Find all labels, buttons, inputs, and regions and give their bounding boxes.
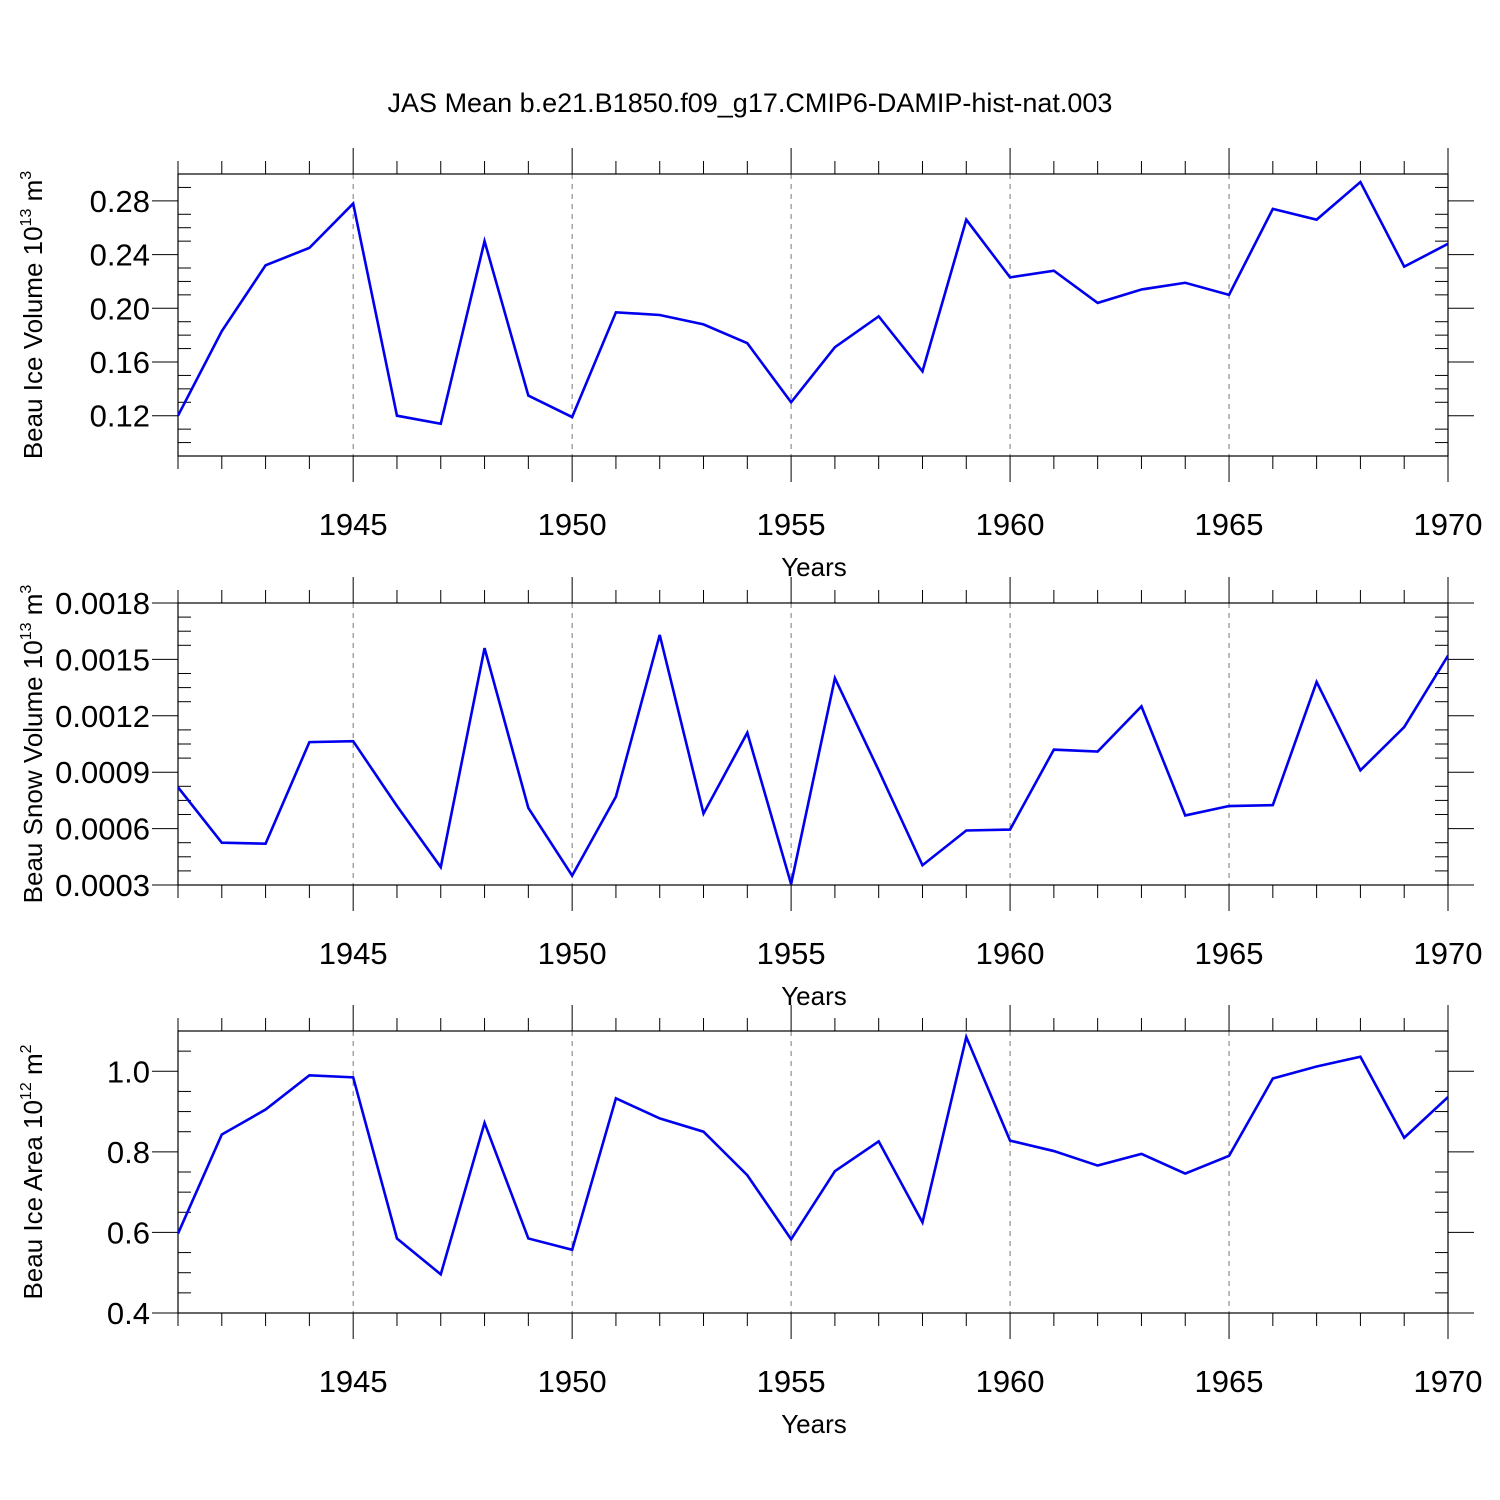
- x-tick-label: 1955: [757, 507, 826, 542]
- chart-ice-volume: 0.12 0.16 0.20 0.24 0.28 1945 1950 1955 1960 1965…: [18, 148, 1482, 582]
- series-line: [178, 1032, 1448, 1277]
- y-tick-label: 0.0003: [55, 868, 150, 903]
- y-tick-label: 0.20: [90, 291, 150, 326]
- x-tick-label: 1965: [1195, 507, 1264, 542]
- x-tick-label: 1955: [757, 936, 826, 971]
- x-tick-label: 1950: [538, 936, 607, 971]
- y-axis-label: Beau Ice Volume 1013 m3: [18, 171, 48, 459]
- y-tick-label: 0.16: [90, 345, 150, 380]
- chart-snow-volume: 0.0003 0.0006 0.0009 0.0012 0.0015 0.0018 1945…: [18, 577, 1482, 1011]
- x-axis-label: Years: [781, 1409, 847, 1439]
- panels: 0.12 0.16 0.20 0.24 0.28 1945 1950 1955 1960 1965…: [18, 148, 1482, 1439]
- y-tick-label: 0.8: [107, 1135, 150, 1170]
- y-tick-label: 1.0: [107, 1054, 150, 1089]
- x-tick-label: 1970: [1414, 507, 1483, 542]
- x-tick-label: 1945: [319, 507, 388, 542]
- x-axis-label: Years: [781, 552, 847, 582]
- x-tick-label: 1950: [538, 1364, 607, 1399]
- x-tick-label: 1965: [1195, 936, 1264, 971]
- y-tick-label: 0.0018: [55, 586, 150, 621]
- x-tick-label: 1970: [1414, 936, 1483, 971]
- plot-frame: [177, 173, 1449, 457]
- x-tick-label: 1960: [976, 936, 1045, 971]
- x-tick-label: 1960: [976, 1364, 1045, 1399]
- x-tick-label: 1960: [976, 507, 1045, 542]
- y-tick-label: 0.0006: [55, 812, 150, 847]
- y-tick-label: 0.0015: [55, 642, 150, 677]
- chart-ice-area: 0.4 0.6 0.8 1.0 1945 1950 1955 1960 1965 1970 Year…: [18, 1005, 1482, 1439]
- x-tick-label: 1945: [319, 1364, 388, 1399]
- x-axis-label: Years: [781, 981, 847, 1011]
- plot-frame: [177, 602, 1449, 886]
- y-tick-label: 0.24: [90, 238, 150, 273]
- y-tick-label: 0.12: [90, 399, 150, 434]
- y-axis-label: Beau Ice Area 1012 m2: [18, 1044, 48, 1299]
- y-tick-label: 0.28: [90, 184, 150, 219]
- y-tick-label: 0.0012: [55, 699, 150, 734]
- series-line: [178, 180, 1448, 426]
- x-tick-label: 1970: [1414, 1364, 1483, 1399]
- x-tick-label: 1945: [319, 936, 388, 971]
- x-tick-label: 1965: [1195, 1364, 1264, 1399]
- series-line: [178, 634, 1448, 885]
- y-axis-label: Beau Snow Volume 1013 m3: [18, 585, 48, 904]
- x-tick-label: 1950: [538, 507, 607, 542]
- y-tick-label: 0.6: [107, 1215, 150, 1250]
- y-tick-label: 0.0009: [55, 755, 150, 790]
- x-tick-label: 1955: [757, 1364, 826, 1399]
- y-tick-label: 0.4: [107, 1296, 150, 1331]
- figure-title: JAS Mean b.e21.B1850.f09_g17.CMIP6-DAMIP…: [388, 88, 1113, 118]
- plot-frame: [177, 1030, 1449, 1314]
